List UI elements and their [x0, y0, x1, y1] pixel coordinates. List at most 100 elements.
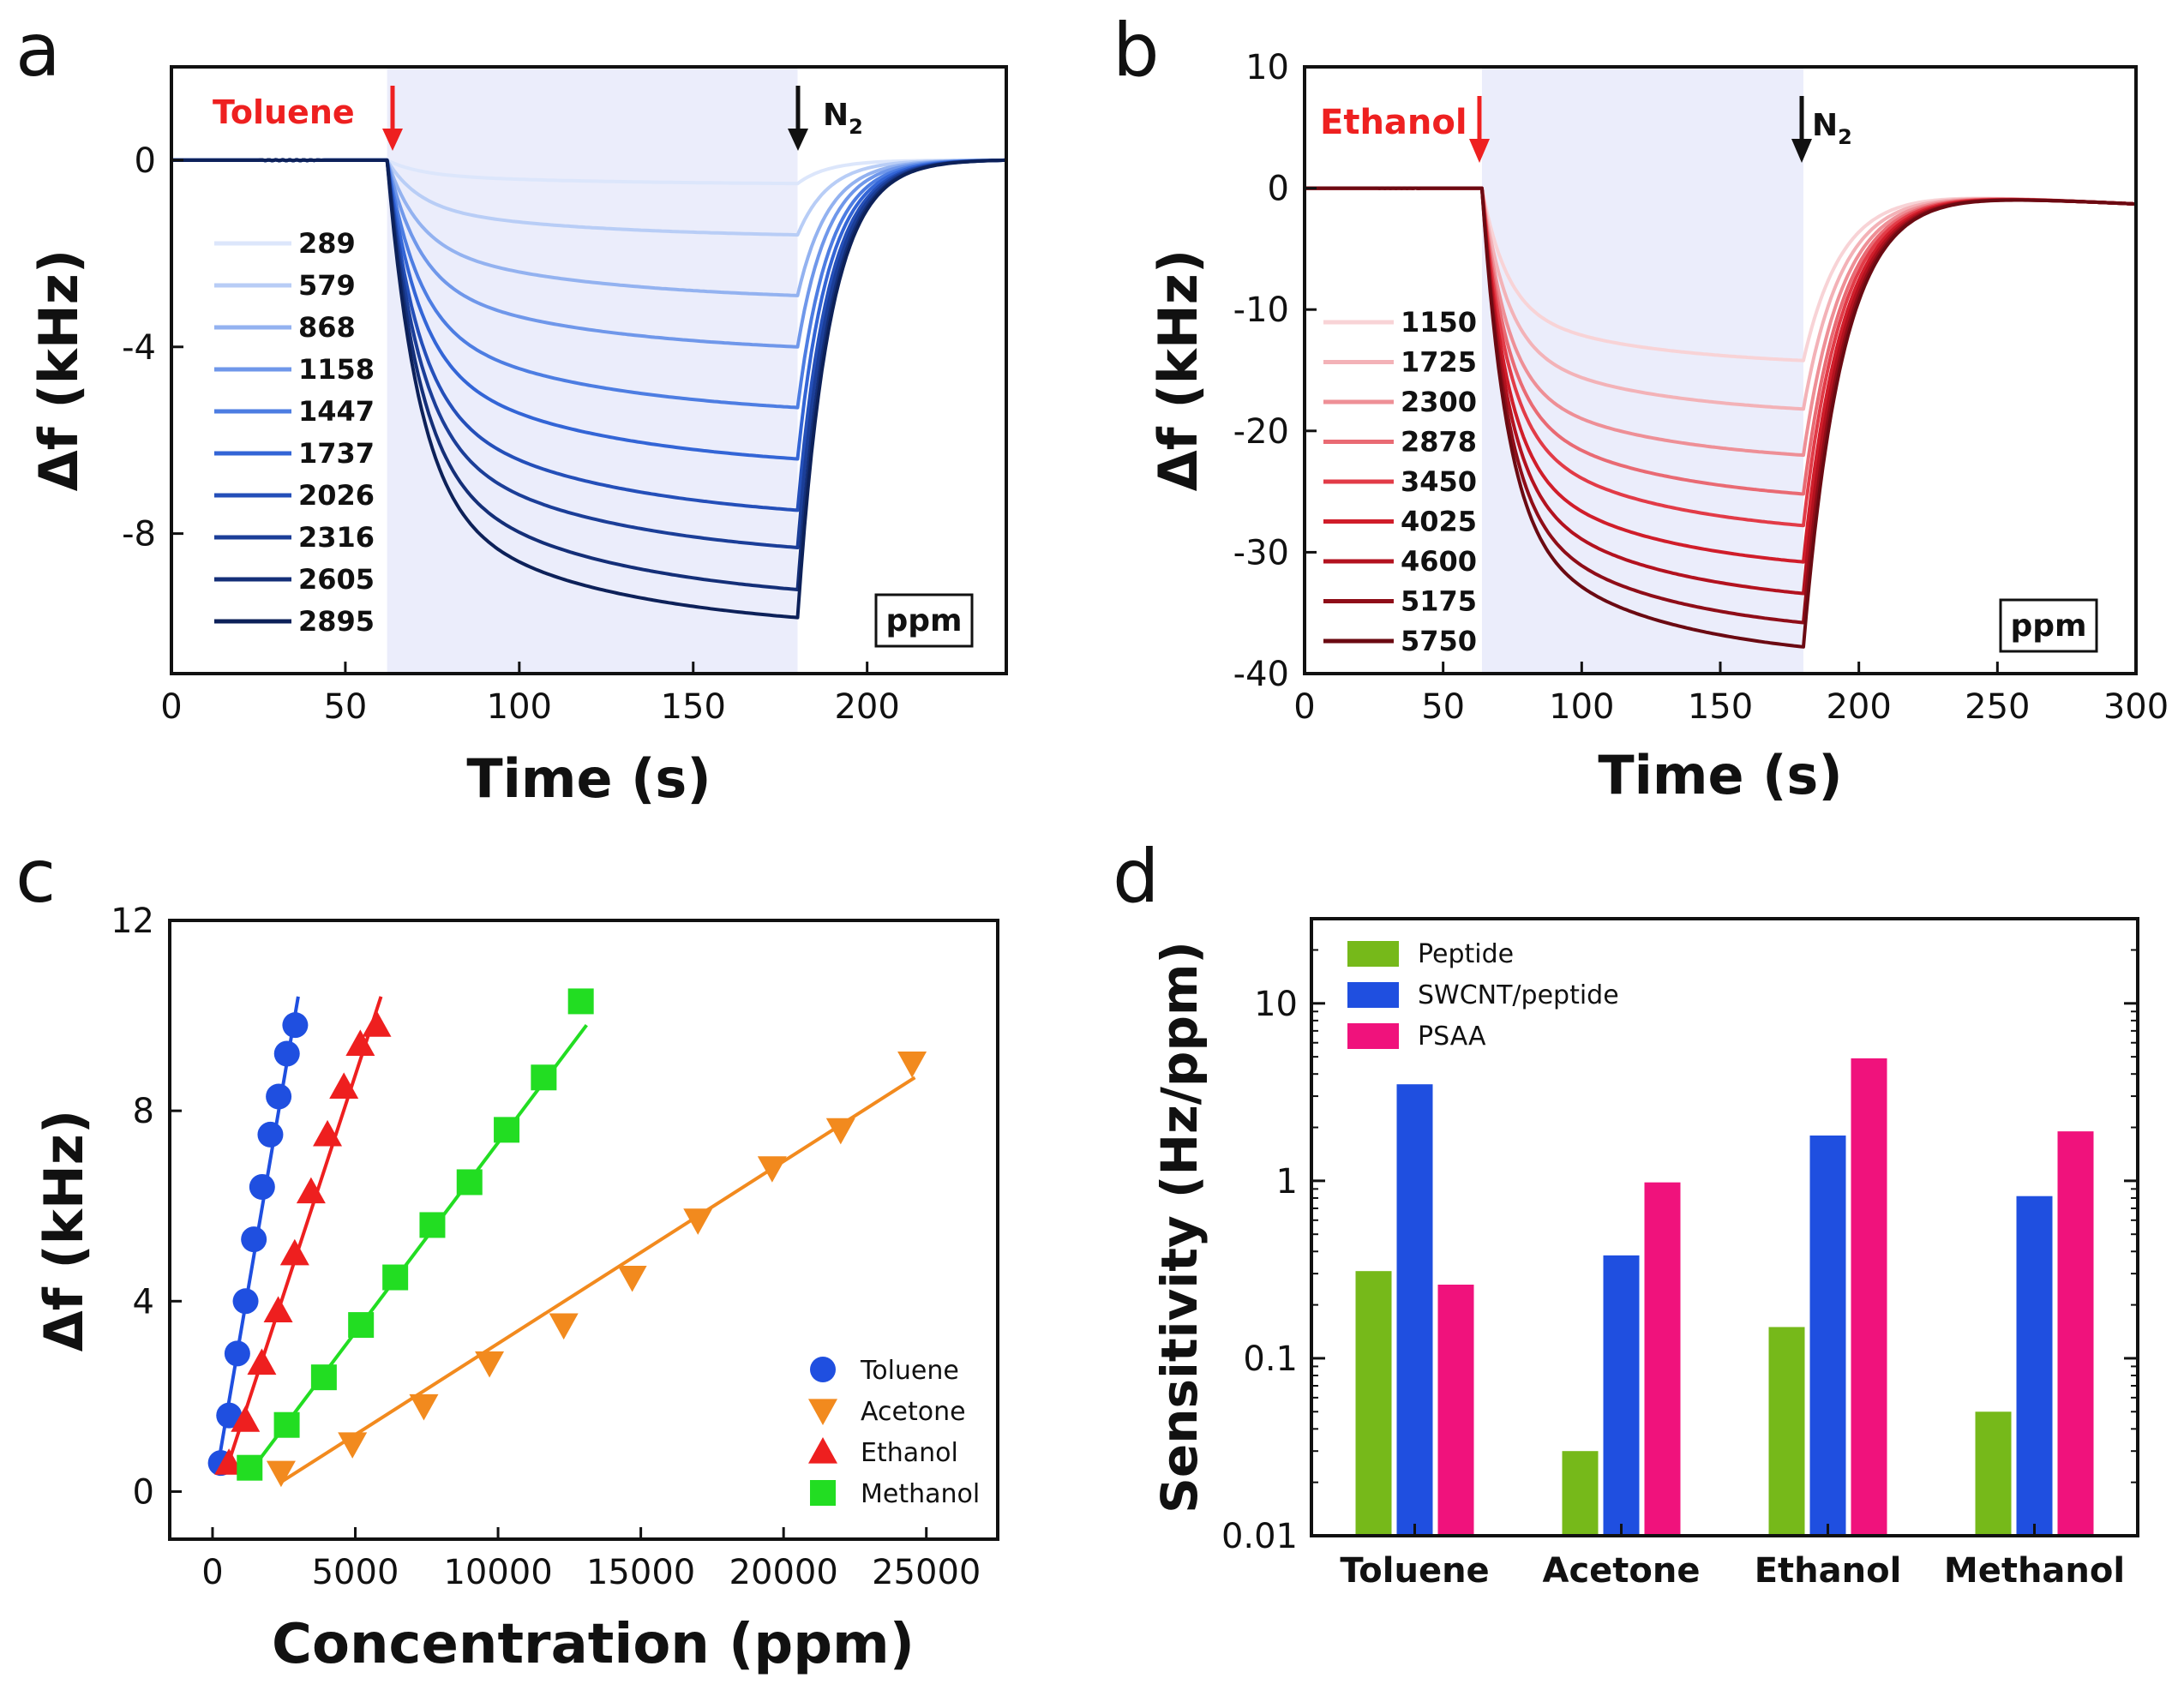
- y-tick-label: -4: [122, 328, 156, 368]
- legend-label: 2895: [298, 605, 375, 638]
- y-tick-label: 1: [1276, 1162, 1298, 1202]
- x-tick-label: 10000: [443, 1553, 552, 1592]
- legend-label: 5175: [1401, 585, 1477, 618]
- x-tick-label: 300: [2103, 687, 2169, 727]
- legend-label: SWCNT/peptide: [1418, 980, 1619, 1010]
- y-tick-label: 0: [133, 1472, 154, 1512]
- bar-swcnt-peptide-methanol: [2016, 1196, 2053, 1536]
- data-point-ethanol: [263, 1296, 293, 1323]
- panel-d: Toluene Acetone Ethanol Methanol0.010.1110 …: [1150, 917, 2139, 1591]
- data-point-toluene: [282, 1012, 309, 1039]
- legend-label: PSAA: [1418, 1022, 1486, 1052]
- data-point-methanol: [419, 1212, 446, 1238]
- x-tick-label: 0: [1293, 687, 1315, 727]
- legend-label: 4025: [1401, 506, 1477, 538]
- legend: 1150 1725 2300 2878 3450 4025 4600 5175 5750: [1323, 306, 1477, 657]
- y-tick-label: 8: [133, 1092, 154, 1131]
- bar-psaa-acetone: [1644, 1182, 1681, 1536]
- data-points: [207, 988, 927, 1488]
- x-tick-label: 50: [1421, 687, 1465, 727]
- legend-marker: [808, 1399, 837, 1425]
- y-axis-label: Δf (kHz): [33, 1110, 95, 1351]
- y-tick-label: 0: [1268, 170, 1289, 209]
- y-tick-label: -40: [1233, 655, 1289, 694]
- legend-label: 1725: [1401, 346, 1477, 379]
- purge-label: N2: [823, 98, 863, 139]
- legend-marker: [810, 1480, 836, 1506]
- legend: 289 579 868 1158 1447 1737 2026 2316 2605 2895: [214, 227, 375, 638]
- data-point-acetone: [617, 1265, 647, 1292]
- x-tick-label: 150: [661, 687, 726, 727]
- y-axis-label: Δf (kHz): [1147, 249, 1209, 491]
- gas-label: Toluene: [213, 93, 355, 131]
- fit-line-acetone: [279, 1076, 916, 1484]
- axis-ticks: 0 5000 10000 15000 20000 25000 0 4 8 12: [111, 902, 981, 1592]
- data-point-methanol: [237, 1454, 263, 1481]
- legend-swatch: [1347, 1023, 1399, 1049]
- legend-label: 579: [298, 269, 356, 302]
- data-point-ethanol: [214, 1448, 244, 1475]
- data-point-methanol: [382, 1264, 409, 1291]
- y-tick-label: 0.1: [1243, 1339, 1298, 1379]
- y-tick-label: 0.01: [1221, 1517, 1298, 1556]
- fit-line-ethanol: [224, 996, 383, 1473]
- fit-line-methanol: [248, 1023, 588, 1474]
- data-point-acetone: [757, 1156, 787, 1183]
- bar-swcnt-peptide-ethanol: [1809, 1136, 1846, 1536]
- legend-label: Toluene: [860, 1356, 959, 1386]
- gas-arrow: [382, 86, 403, 151]
- data-point-methanol: [567, 988, 594, 1015]
- data-point-toluene: [273, 1040, 300, 1067]
- x-tick-label: Ethanol: [1755, 1551, 1902, 1591]
- data-point-toluene: [232, 1288, 259, 1315]
- y-tick-label: -10: [1233, 291, 1289, 330]
- data-point-acetone: [683, 1208, 713, 1235]
- x-tick-label: 50: [323, 687, 367, 727]
- data-point-acetone: [897, 1052, 927, 1078]
- series-line-2895: [171, 158, 1006, 620]
- bar-peptide-ethanol: [1768, 1327, 1805, 1536]
- x-tick-label: 200: [834, 687, 899, 727]
- bar-swcnt-peptide-acetone: [1603, 1255, 1640, 1536]
- x-tick-label: 0: [201, 1553, 223, 1592]
- x-tick-label: 15000: [586, 1553, 695, 1592]
- plot-frame: [168, 919, 999, 1541]
- data-point-acetone: [266, 1460, 296, 1488]
- bar-psaa-ethanol: [1851, 1058, 1887, 1536]
- data-point-toluene: [216, 1402, 243, 1429]
- bar-swcnt-peptide-toluene: [1396, 1084, 1433, 1536]
- data-point-acetone: [825, 1118, 855, 1145]
- y-tick-label: -8: [122, 515, 156, 554]
- x-tick-label: Toluene: [1340, 1551, 1489, 1591]
- bars: [1355, 1058, 2094, 1536]
- panel-label-b: b: [1113, 8, 1160, 93]
- y-tick-label: 0: [135, 141, 156, 181]
- data-point-ethanol: [296, 1177, 326, 1204]
- x-axis-label: Time (s): [466, 747, 711, 810]
- y-tick-label: 10: [1254, 985, 1298, 1024]
- legend-swatch: [1347, 982, 1399, 1008]
- data-point-methanol: [348, 1312, 375, 1339]
- legend-label: Methanol: [861, 1479, 980, 1509]
- purge-label: N2: [1812, 108, 1852, 149]
- x-tick-label: Acetone: [1542, 1551, 1700, 1591]
- legend-label: 2026: [298, 479, 375, 512]
- x-axis-label: Concentration (ppm): [272, 1613, 915, 1676]
- x-tick-label: 25000: [872, 1553, 981, 1592]
- legend-label: Peptide: [1418, 939, 1514, 969]
- data-point-toluene: [241, 1226, 267, 1253]
- data-point-methanol: [456, 1169, 483, 1196]
- bar-peptide-toluene: [1355, 1271, 1392, 1536]
- x-tick-label: 0: [160, 687, 182, 727]
- unit-box: [1999, 598, 2098, 653]
- exposure-window-shade: [1481, 67, 1803, 674]
- panel-c: 0 5000 10000 15000 20000 25000 0 4 8 12 Toluene Ac…: [33, 902, 999, 1676]
- legend-label: 3450: [1401, 465, 1477, 498]
- data-point-methanol: [310, 1364, 337, 1391]
- data-point-acetone: [409, 1393, 439, 1421]
- legend-label: 5750: [1401, 625, 1477, 657]
- legend-label: 1737: [298, 437, 375, 470]
- data-point-ethanol: [247, 1348, 277, 1375]
